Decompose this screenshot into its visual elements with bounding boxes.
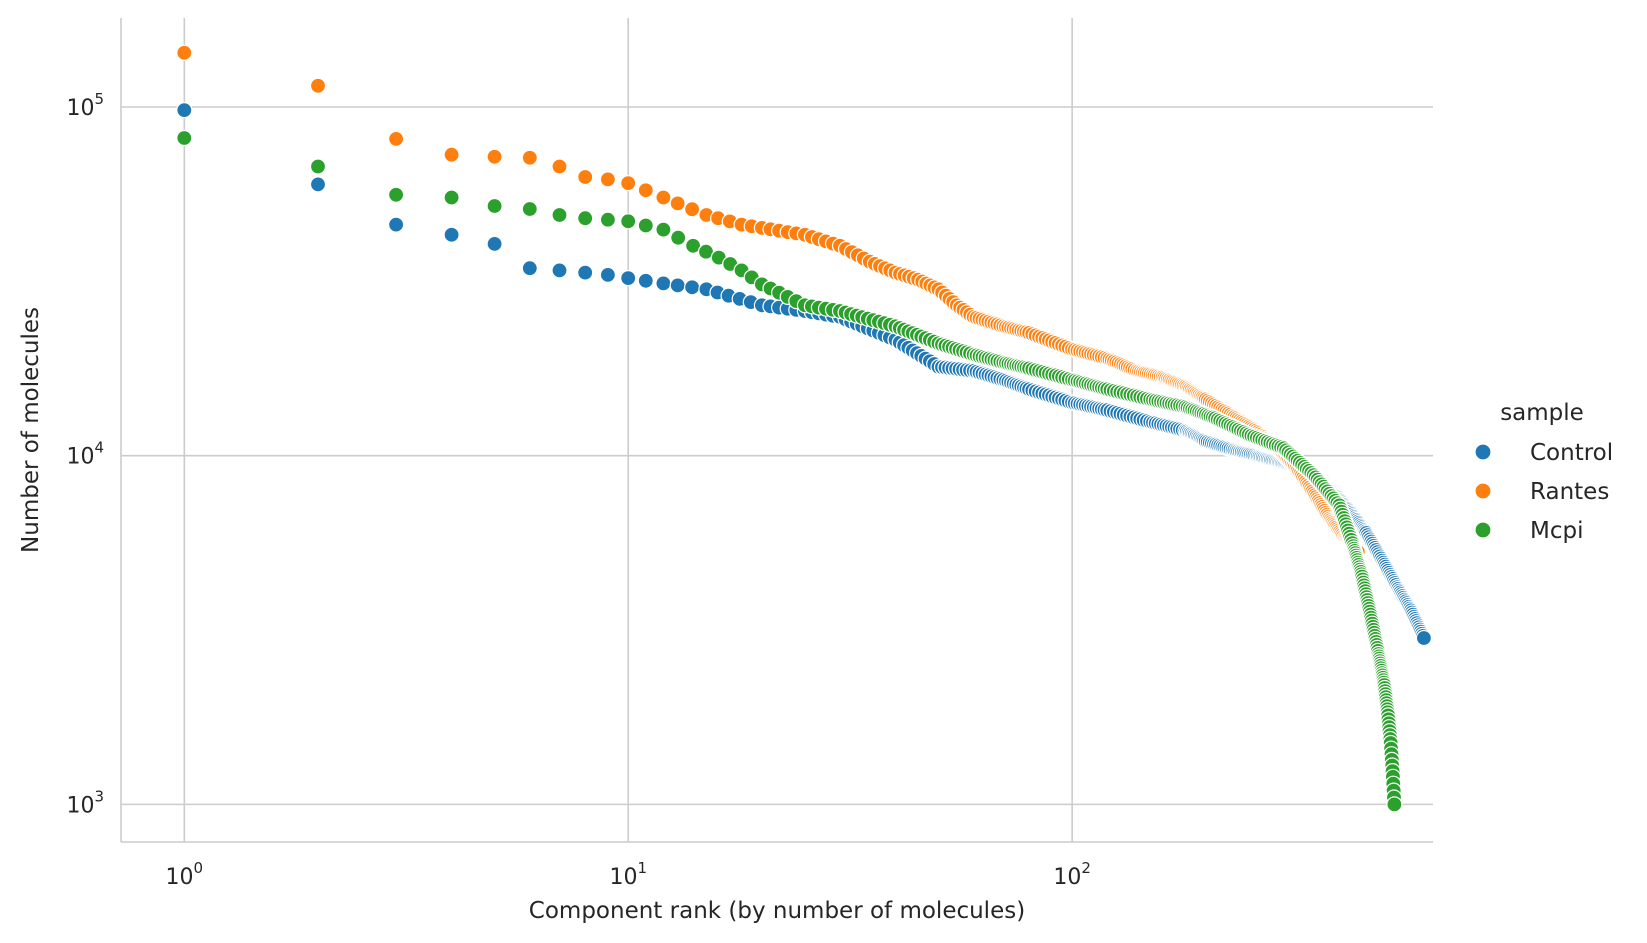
- data-point: [309, 158, 327, 175]
- y-axis-title: Number of molecules: [18, 307, 44, 553]
- data-point: [551, 206, 568, 224]
- data-point: [309, 176, 327, 193]
- legend-entry-rantes: Rantes: [1474, 479, 1609, 505]
- data-point: [551, 262, 568, 279]
- data-point: [670, 229, 687, 246]
- data-point: [388, 130, 405, 147]
- data-point: [443, 146, 460, 163]
- legend-label-control: Control: [1530, 440, 1613, 466]
- data-point: [388, 216, 405, 233]
- legend-marker-rantes: [1474, 482, 1492, 500]
- data-point: [637, 182, 654, 199]
- y-tick-label: 105: [66, 90, 104, 121]
- x-tick-label: 102: [1053, 859, 1091, 890]
- x-tick-label: 101: [609, 859, 647, 890]
- legend-label-mcpi: Mcpi: [1530, 518, 1583, 544]
- legend: sample Control Rantes Mcpi: [1474, 400, 1613, 544]
- data-point: [1386, 796, 1403, 813]
- data-point: [443, 189, 460, 206]
- data-point: [620, 213, 637, 230]
- grid-lines: [121, 18, 1433, 842]
- series-mcpi: [176, 129, 1403, 813]
- data-point: [655, 189, 672, 206]
- data-point: [176, 101, 193, 119]
- legend-marker-control: [1474, 443, 1492, 461]
- data-point: [655, 275, 672, 292]
- data-point: [599, 266, 617, 283]
- axes: [120, 18, 1433, 843]
- data-point: [620, 270, 637, 287]
- x-tick-labels: 100 101 102: [166, 859, 1091, 890]
- legend-marker-mcpi: [1474, 521, 1492, 539]
- series-control: [176, 101, 1433, 647]
- legend-label-rantes: Rantes: [1530, 479, 1609, 505]
- data-point: [669, 195, 686, 212]
- data-point: [683, 279, 701, 296]
- data-point: [599, 211, 617, 228]
- legend-title: sample: [1500, 400, 1584, 426]
- data-point: [637, 217, 654, 234]
- data-point: [620, 175, 637, 192]
- data-point: [599, 171, 617, 188]
- data-point: [176, 44, 193, 61]
- data-point: [577, 264, 594, 281]
- data-point: [577, 168, 594, 186]
- y-tick-labels: 103 104 105: [66, 90, 104, 818]
- data-point: [637, 272, 654, 289]
- data-point: [655, 221, 672, 238]
- data-point: [669, 277, 686, 294]
- data-point: [1415, 629, 1433, 647]
- data-point: [521, 260, 538, 277]
- data-points: [176, 44, 1433, 813]
- y-tick-label: 103: [66, 787, 104, 818]
- x-tick-label: 100: [166, 859, 204, 890]
- data-point: [486, 197, 503, 215]
- data-point: [521, 200, 538, 218]
- data-point: [551, 158, 568, 175]
- data-point: [443, 226, 460, 243]
- data-point: [176, 129, 193, 147]
- data-point: [486, 148, 503, 165]
- data-point: [683, 201, 701, 218]
- data-point: [521, 149, 538, 166]
- data-point: [309, 77, 327, 94]
- x-axis-title: Component rank (by number of molecules): [529, 898, 1025, 924]
- y-tick-label: 104: [66, 439, 104, 470]
- legend-entry-control: Control: [1474, 440, 1613, 466]
- data-point: [577, 210, 594, 227]
- data-point: [388, 186, 405, 203]
- legend-entry-mcpi: Mcpi: [1474, 518, 1583, 544]
- data-point: [486, 235, 503, 252]
